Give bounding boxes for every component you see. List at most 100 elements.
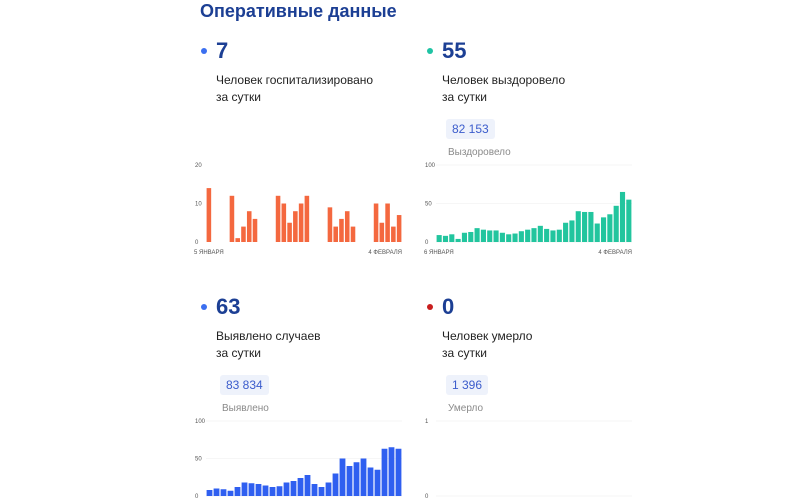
cases-description: Выявлено случаев за сутки	[216, 328, 416, 362]
bar	[346, 466, 353, 496]
recovered-chart: 0 50 100 6 ЯНВАРЯ 4 ФЕВРАЛЯ	[424, 163, 632, 256]
bar	[304, 195, 310, 242]
bar	[367, 467, 374, 496]
deaths-total-label: Умерло	[448, 403, 484, 414]
y-tick-label: 10	[195, 202, 202, 208]
bar	[556, 229, 562, 242]
bar	[275, 195, 281, 242]
bar	[550, 230, 556, 242]
desc-line: Человек госпитализировано	[216, 73, 374, 87]
bar	[461, 232, 468, 242]
bar	[298, 203, 304, 242]
deaths-chart: 01	[425, 419, 632, 500]
bar	[544, 228, 550, 242]
recovered-value: 55	[442, 38, 467, 63]
bar	[374, 469, 381, 496]
stat-deaths: 0 Человек умерло за сутки 1 396 Умерло	[426, 294, 646, 414]
indicator-dot-icon	[201, 48, 207, 54]
stat-cases: 63 Выявлено случаев за сутки 83 834 Выяв…	[200, 294, 420, 414]
bar	[379, 222, 385, 242]
bar	[339, 218, 344, 242]
bar	[600, 217, 607, 242]
bar	[227, 490, 234, 496]
bar	[468, 231, 474, 242]
bar	[480, 229, 486, 242]
bar	[241, 482, 248, 496]
bar	[436, 235, 442, 242]
bar	[287, 222, 292, 242]
bar	[293, 211, 298, 242]
stat-hospitalized: 7 Человек госпитализировано за сутки	[200, 38, 420, 104]
y-tick-label: 1	[425, 419, 429, 425]
bar	[235, 238, 240, 242]
recovered-total-label: Выздоровело	[448, 147, 511, 158]
bar	[493, 230, 499, 242]
cases-total-label: Выявлено	[222, 403, 269, 414]
x-start-label: 6 ЯНВАРЯ	[424, 250, 454, 256]
bar	[297, 478, 304, 496]
bar	[455, 238, 461, 242]
bar	[318, 487, 325, 496]
bar	[325, 482, 332, 496]
bar	[255, 484, 262, 496]
bar	[518, 231, 524, 242]
bar	[487, 230, 493, 242]
bar	[353, 462, 360, 496]
stat-head: 7	[200, 38, 420, 64]
recovered-description: Человек выздоровело за сутки	[442, 72, 642, 106]
stat-head: 0	[426, 294, 646, 320]
bar	[269, 487, 276, 496]
bar	[276, 486, 283, 496]
y-tick-label: 20	[195, 163, 202, 169]
bar	[327, 207, 333, 242]
bar	[281, 203, 287, 242]
bar	[474, 228, 480, 242]
indicator-dot-icon	[427, 48, 433, 54]
bar	[525, 229, 531, 242]
bar	[391, 226, 396, 242]
bar	[563, 222, 569, 242]
bar	[582, 211, 588, 242]
bar	[449, 234, 455, 242]
desc-line: за сутки	[442, 346, 487, 360]
bar	[350, 226, 356, 242]
bar	[512, 233, 518, 242]
desc-line: за сутки	[442, 90, 487, 104]
bar	[537, 225, 543, 242]
cases-chart: 0 50 100	[195, 419, 402, 500]
stat-head: 63	[200, 294, 420, 320]
y-tick-label: 0	[425, 240, 429, 246]
bar	[262, 485, 269, 496]
x-end-label: 4 ФЕВРАЛЯ	[598, 250, 632, 256]
bar	[588, 211, 594, 242]
bar	[388, 447, 395, 496]
bar	[234, 487, 241, 496]
hospitalized-chart: 0 10 20 5 ЯНВАРЯ 4 ФЕВРАЛЯ	[194, 163, 402, 256]
desc-line: за сутки	[216, 346, 261, 360]
deaths-description: Человек умерло за сутки	[442, 328, 642, 362]
y-tick-label: 0	[195, 240, 199, 246]
bar	[283, 482, 290, 496]
bar	[344, 211, 350, 242]
desc-line: Выявлено случаев	[216, 329, 321, 343]
y-tick-label: 100	[425, 163, 436, 169]
bar	[531, 228, 537, 242]
y-tick-label: 0	[195, 494, 199, 500]
bar	[360, 458, 367, 496]
bar	[613, 205, 619, 242]
bar	[626, 199, 632, 242]
deaths-value: 0	[442, 294, 455, 319]
bar	[213, 488, 220, 496]
bar	[339, 458, 346, 496]
page-title: Оперативные данные	[200, 1, 397, 21]
desc-line: Человек умерло	[442, 329, 533, 343]
stat-head: 55	[426, 38, 646, 64]
bar	[332, 473, 339, 496]
bar	[206, 490, 213, 496]
bar	[506, 234, 512, 242]
desc-line: за сутки	[216, 90, 261, 104]
bar	[248, 483, 255, 496]
x-start-label: 5 ЯНВАРЯ	[194, 250, 224, 256]
bar	[396, 215, 402, 242]
hospitalized-value: 7	[216, 38, 229, 63]
